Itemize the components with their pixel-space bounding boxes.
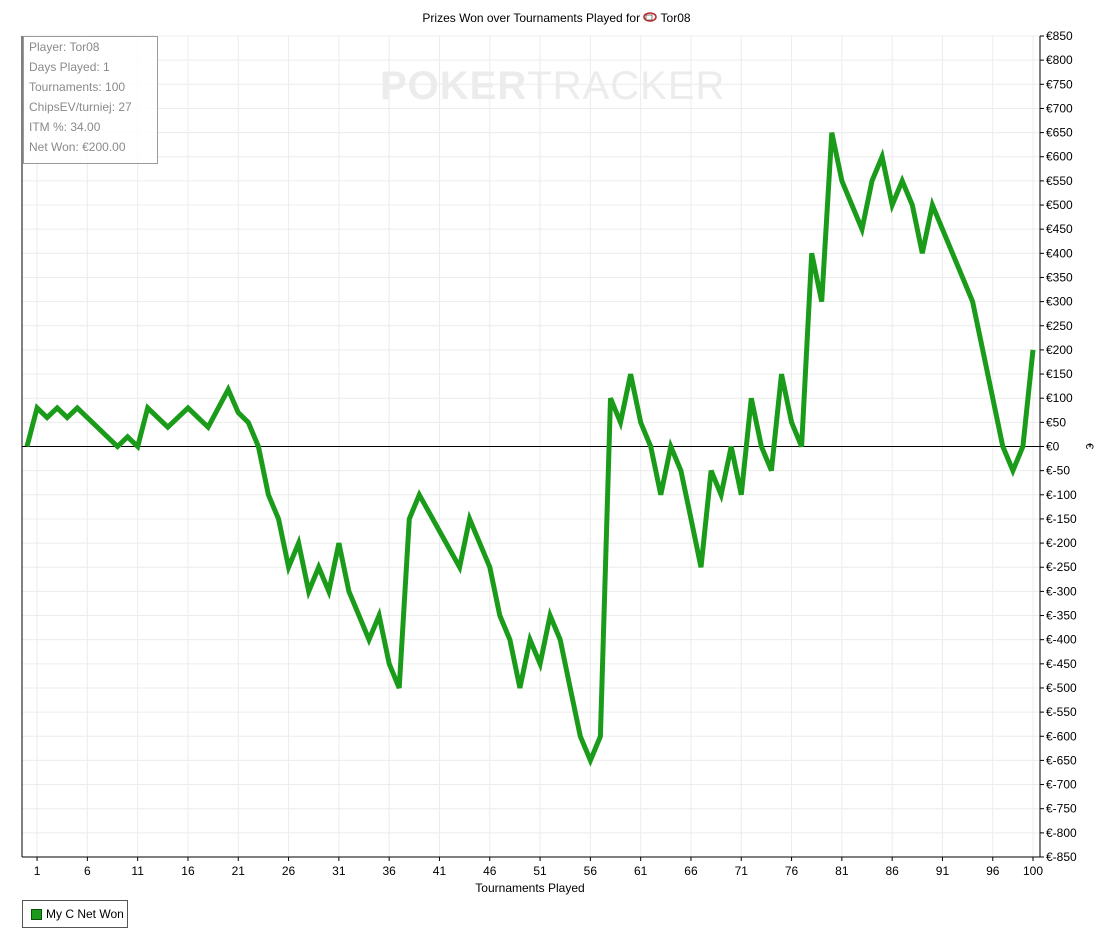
x-tick-label: 66 (684, 864, 698, 878)
y-tick-label: €50 (1046, 415, 1066, 429)
x-tick-label: 96 (986, 864, 1000, 878)
player-icon (643, 11, 658, 23)
series-layer (24, 132, 1036, 767)
axes (21, 36, 1041, 858)
y-axis-title: € (1083, 442, 1096, 450)
y-tick-label: €0 (1046, 440, 1060, 454)
x-tick-label: 61 (634, 864, 648, 878)
y-tick-label: €800 (1046, 53, 1073, 67)
y-tick-label: €450 (1046, 222, 1073, 236)
stat-player: Player: Tor08 (29, 40, 100, 54)
y-tick-label: €350 (1046, 270, 1073, 284)
x-tick-label: 91 (936, 864, 950, 878)
pokertracker-watermark: POKERTRACKER (380, 64, 726, 108)
stats-box: Player: Tor08 Days Played: 1 Tournaments… (23, 36, 158, 164)
series-line-net-won (24, 132, 1036, 767)
legend: My C Net Won (22, 900, 128, 928)
y-tick-label: €700 (1046, 101, 1073, 115)
x-tick-label: 41 (433, 864, 447, 878)
y-tick-label: €400 (1046, 246, 1073, 260)
chart-title-text: Prizes Won over Tournaments Played for (422, 11, 641, 25)
stat-chipsev: ChipsEV/turniej: 27 (29, 100, 132, 114)
y-tick-label: €-200 (1046, 536, 1077, 550)
y-tick-label: €-250 (1046, 560, 1077, 574)
x-tick-label: 86 (885, 864, 899, 878)
y-tick-label: €-500 (1046, 681, 1077, 695)
x-ticks: 1 6 11 16 21 26 31 36 41 46 51 56 61 66 71 76 81 86 91 96 10… (34, 857, 1043, 878)
y-tick-label: €750 (1046, 77, 1073, 91)
y-tick-label: €-750 (1046, 802, 1077, 816)
y-tick-label: €-400 (1046, 633, 1077, 647)
y-tick-label: €550 (1046, 174, 1073, 188)
x-tick-label: 21 (232, 864, 246, 878)
x-tick-label: 76 (785, 864, 799, 878)
y-tick-label: €-600 (1046, 729, 1077, 743)
y-tick-label: €600 (1046, 150, 1073, 164)
y-tick-label: €-300 (1046, 584, 1077, 598)
y-tick-label: €-800 (1046, 826, 1077, 840)
y-tick-label: €-650 (1046, 753, 1077, 767)
chart-title: Prizes Won over Tournaments Played for T… (0, 11, 1113, 25)
y-tick-label: €-350 (1046, 609, 1077, 623)
x-tick-label: 81 (835, 864, 849, 878)
y-ticks: €850 €800 €750 €700 €650 €600 €550 €500 €450 €400… (1040, 29, 1077, 864)
x-tick-label: 31 (332, 864, 346, 878)
y-tick-label: €-50 (1046, 464, 1070, 478)
x-tick-label: 1 (34, 864, 41, 878)
x-tick-label: 36 (382, 864, 396, 878)
x-tick-label: 11 (131, 864, 144, 878)
stat-net-won: Net Won: €200.00 (29, 140, 126, 154)
x-tick-label: 16 (181, 864, 195, 878)
x-tick-label: 6 (84, 864, 91, 878)
stat-days-played: Days Played: 1 (29, 60, 110, 74)
stat-itm: ITM %: 34.00 (29, 120, 101, 134)
x-axis-title: Tournaments Played (475, 881, 585, 895)
x-tick-label: 26 (282, 864, 296, 878)
y-tick-label: €300 (1046, 295, 1073, 309)
y-tick-label: €-550 (1046, 705, 1077, 719)
x-tick-label: 46 (483, 864, 497, 878)
y-tick-label: €100 (1046, 391, 1073, 405)
y-tick-label: €500 (1046, 198, 1073, 212)
y-tick-label: €-100 (1046, 488, 1077, 502)
y-tick-label: €-700 (1046, 778, 1077, 792)
y-tick-label: €-150 (1046, 512, 1077, 526)
y-tick-label: €-450 (1046, 657, 1077, 671)
y-tick-label: €-850 (1046, 850, 1077, 864)
player-name: Tor08 (660, 11, 691, 25)
y-tick-label: €200 (1046, 343, 1073, 357)
y-tick-label: €850 (1046, 29, 1073, 43)
x-tick-label: 71 (735, 864, 749, 878)
y-tick-label: €150 (1046, 367, 1073, 381)
x-tick-label: 51 (533, 864, 547, 878)
y-tick-label: €250 (1046, 319, 1073, 333)
stat-tournaments: Tournaments: 100 (29, 80, 126, 94)
y-tick-label: €650 (1046, 126, 1073, 140)
legend-label: My C Net Won (46, 907, 124, 921)
x-tick-label: 56 (584, 864, 598, 878)
legend-swatch (31, 908, 42, 920)
x-tick-label: 100 (1023, 864, 1043, 878)
